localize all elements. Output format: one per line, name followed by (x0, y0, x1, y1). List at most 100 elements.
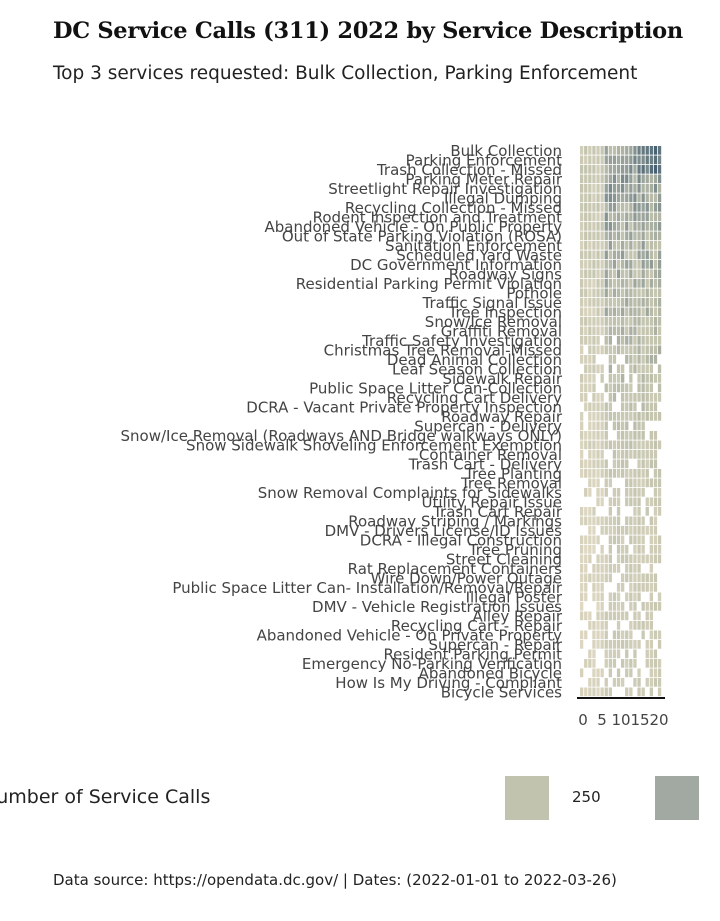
heatmap-cell (584, 659, 588, 668)
heatmap-cell (584, 488, 588, 497)
heatmap-cell (584, 564, 588, 573)
heatmap-cell (621, 250, 625, 260)
row-label: Utility Repair Issue (422, 493, 562, 511)
heatmap-cell (616, 203, 621, 212)
row-label: Out of State Parking Violation (ROSA) (282, 227, 562, 245)
heatmap-cell (625, 146, 629, 155)
heatmap-cell (657, 336, 662, 345)
heatmap-cell (625, 203, 629, 212)
heatmap-cell (584, 611, 588, 621)
heatmap-cell (645, 621, 649, 630)
heatmap-cell (608, 402, 612, 412)
heatmap-cell (621, 260, 625, 269)
heatmap-cell (653, 241, 658, 250)
heatmap-cell (653, 174, 658, 184)
heatmap-cell (625, 336, 629, 345)
heatmap-cell (612, 630, 617, 640)
heatmap-cell (604, 678, 608, 687)
heatmap-cell (616, 165, 621, 174)
heatmap-cell (625, 687, 629, 697)
heatmap-cell (625, 573, 629, 583)
heatmap-cell (621, 345, 625, 355)
heatmap-cell (592, 469, 596, 478)
heatmap-cell (580, 554, 584, 564)
heatmap-cell (621, 165, 625, 174)
heatmap-cell (588, 374, 592, 383)
heatmap-cell (592, 630, 596, 640)
heatmap-cell (625, 222, 629, 231)
heatmap-cell (592, 184, 596, 193)
heatmap-cell (592, 592, 596, 602)
heatmap-cell (653, 630, 658, 640)
heatmap-cell (600, 231, 604, 241)
heatmap-cell (657, 193, 662, 203)
heatmap-cell (637, 412, 641, 421)
row-label: Traffic Safety Investigation (361, 332, 562, 350)
heatmap-cell (629, 497, 633, 507)
heatmap-cell (612, 345, 617, 355)
heatmap-cell (596, 668, 600, 678)
heatmap-cell (653, 602, 658, 611)
heatmap-cell (625, 165, 629, 174)
heatmap-cell (633, 212, 637, 222)
row-label: Residential Parking Permit Violation (296, 275, 562, 293)
heatmap-cell (596, 165, 600, 174)
heatmap-cell (653, 231, 658, 241)
heatmap-cell (621, 459, 625, 469)
heatmap-cell (604, 212, 608, 222)
heatmap-cell (600, 583, 604, 592)
heatmap-cell (600, 592, 604, 602)
heatmap-cell (625, 478, 629, 488)
x-tick-labels: 0 5 10 15 20 (578, 711, 668, 729)
heatmap-cell (633, 336, 637, 345)
heatmap-cell (621, 212, 625, 222)
heatmap-cell (625, 260, 629, 269)
heatmap-cell (596, 564, 600, 573)
row-label: Parking Enforcement (406, 151, 562, 169)
heatmap-cell (637, 611, 641, 621)
row-label: Snow/Ice Removal (Roadways AND Bridge wa… (121, 427, 562, 445)
heatmap-cell (616, 146, 621, 155)
legend-title: Number of Service Calls (0, 786, 211, 808)
heatmap-cell (612, 412, 617, 421)
heatmap-cell (629, 326, 633, 336)
heatmap-cell (625, 421, 629, 431)
heatmap-cell (649, 383, 653, 393)
heatmap-cell (584, 469, 588, 478)
heatmap-cell (633, 250, 637, 260)
heatmap-cell (580, 602, 584, 611)
heatmap-cell (641, 554, 645, 564)
heatmap-cell (657, 554, 662, 564)
heatmap-cell (633, 298, 637, 307)
heatmap-cell (616, 250, 621, 260)
heatmap-cell (580, 516, 584, 526)
heatmap-cell (612, 288, 617, 298)
heatmap-cell (641, 469, 645, 478)
heatmap-cell (649, 687, 653, 697)
heatmap-cell (608, 554, 612, 564)
heatmap-cell (645, 611, 649, 621)
heatmap-cell (629, 374, 633, 383)
heatmap-cell (604, 269, 608, 279)
heatmap-cell (621, 307, 625, 317)
heatmap-cell (645, 497, 649, 507)
heatmap-cell (649, 573, 653, 583)
heatmap-cell (653, 402, 658, 412)
heatmap-cell (633, 554, 637, 564)
heatmap-cell (608, 573, 612, 583)
heatmap-cell (629, 298, 633, 307)
heatmap-cell (637, 298, 641, 307)
heatmap-cell (653, 298, 658, 307)
heatmap-cell (645, 478, 649, 488)
heatmap-cell (653, 184, 658, 193)
heatmap-cell (596, 592, 600, 602)
heatmap-cell (625, 516, 629, 526)
heatmap-cell (600, 269, 604, 279)
heatmap-cell (633, 307, 637, 317)
heatmap-cell (621, 317, 625, 326)
heatmap-cell (608, 649, 612, 659)
heatmap-cell (649, 640, 653, 649)
heatmap-cell (612, 488, 617, 497)
heatmap-cell (653, 488, 658, 497)
